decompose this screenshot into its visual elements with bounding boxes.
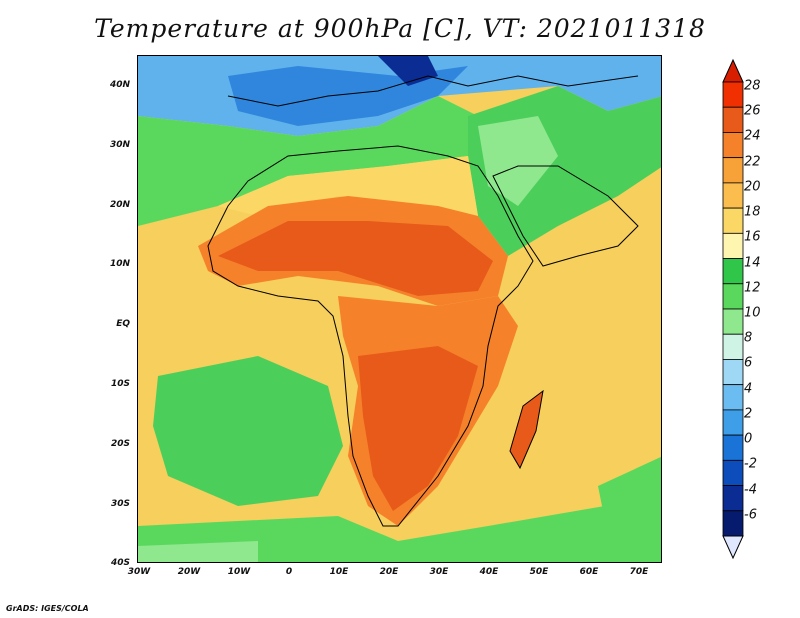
lon-label: 10E	[329, 567, 349, 577]
cool-band-atlantic	[138, 96, 478, 226]
colorbar-segment	[722, 258, 744, 285]
lat-label: 20N	[109, 199, 130, 210]
sahara-yellow	[218, 156, 478, 216]
colorbar-tick-label: -6	[744, 507, 757, 523]
colorbar-segment	[722, 409, 744, 436]
colorbar-segment	[722, 510, 744, 537]
lat-label: 20S	[110, 438, 130, 449]
colorbar-tick-label: 26	[744, 103, 761, 119]
colorbar-bottom-triangle	[722, 535, 744, 560]
colorbar	[722, 58, 744, 560]
colorbar-tick-label: 4	[744, 381, 753, 397]
colorbar-segment	[722, 485, 744, 512]
lon-label: 50E	[529, 567, 549, 577]
arabia-outline	[492, 165, 639, 267]
sahel-hot-belt	[218, 221, 493, 296]
colorbar-tick-label: 18	[744, 204, 761, 220]
colorbar-segment	[722, 232, 744, 259]
lon-label: 20W	[177, 567, 201, 577]
colorbar-segment	[722, 434, 744, 461]
lat-label: 10S	[110, 379, 130, 389]
colorbar-tick-label: 28	[744, 78, 761, 94]
map-title: Temperature at 900hPa [C], VT: 202101131…	[94, 14, 706, 43]
colorbar-segment	[722, 384, 744, 411]
colorbar-tick-label: 16	[744, 229, 761, 245]
colorbar-tick-label: 10	[744, 305, 761, 321]
lon-label: 40E	[479, 567, 499, 577]
colorbar-tick-label: 22	[744, 154, 761, 170]
temperature-field	[138, 56, 661, 562]
lon-label: 20E	[379, 567, 399, 577]
colorbar-tick-label: 0	[744, 431, 753, 447]
lat-label: 40S	[110, 558, 130, 569]
madagascar	[509, 389, 544, 470]
colorbar-tick-label: -2	[744, 456, 757, 472]
indian-ocean-cool	[598, 456, 661, 536]
light-green-patch	[478, 116, 558, 206]
colorbar-segment	[722, 182, 744, 209]
lat-label: 10N	[109, 259, 130, 270]
colorbar-tick-label: 6	[744, 355, 753, 371]
lat-label: 30N	[109, 139, 130, 150]
colorbar-segment	[722, 333, 744, 360]
colorbar-tick-label: 2	[744, 406, 753, 422]
colorbar-tick-label: 12	[744, 280, 761, 296]
colorbar-segment	[722, 207, 744, 234]
south-atlantic-cool	[153, 356, 343, 506]
southern-ocean-cool	[138, 496, 661, 562]
southern-africa-hot	[358, 346, 478, 511]
colorbar-tick-label: 20	[744, 179, 761, 195]
colorbar-tick-label: -4	[744, 482, 757, 498]
colorbar-segment	[722, 81, 744, 108]
southern-ocean-cooler	[138, 541, 258, 562]
lat-label: 40N	[109, 80, 130, 90]
colorbar-segment	[722, 106, 744, 133]
colorbar-segment	[722, 157, 744, 184]
colorbar-segment	[722, 132, 744, 159]
colorbar-tick-label: 24	[744, 128, 761, 144]
temperature-map	[137, 55, 662, 563]
colorbar-segment	[722, 359, 744, 386]
lat-label: 30S	[110, 498, 130, 509]
europe-coastline	[227, 75, 639, 107]
africa-outline	[207, 145, 534, 527]
colorbar-top-triangle	[722, 58, 744, 83]
colorbar-segment	[722, 308, 744, 335]
colorbar-segment	[722, 283, 744, 310]
colorbar-tick-label: 8	[744, 330, 753, 346]
colorbar-segment	[722, 459, 744, 486]
credit-text: GrADS: IGES/COLA	[6, 604, 89, 613]
colorbar-tick-label: 14	[744, 255, 761, 271]
lon-label: 30E	[429, 567, 449, 577]
lon-label: 70E	[629, 567, 649, 577]
lon-label: 60E	[579, 567, 599, 577]
lat-label: EQ	[116, 319, 130, 330]
coldest-patch	[378, 56, 438, 86]
lon-label: 10W	[227, 567, 251, 577]
lon-label: 0	[285, 567, 293, 577]
lon-label: 30W	[127, 567, 151, 577]
